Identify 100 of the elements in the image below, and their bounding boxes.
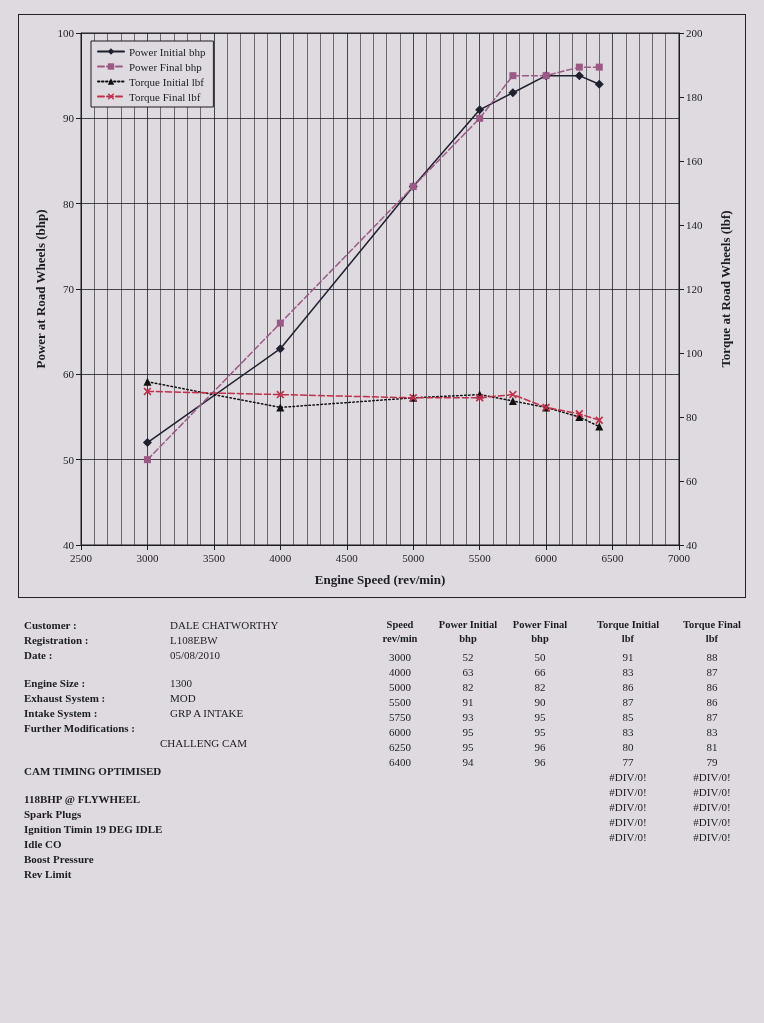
text: 85 [621, 711, 635, 723]
text: 87 [705, 711, 719, 723]
legend-label: Torque Final lbf [129, 90, 201, 103]
text: Intake System : [24, 707, 98, 719]
text: 86 [621, 681, 635, 693]
y2-tick-label: 140 [686, 219, 703, 231]
text: DALE CHATWORTHY [170, 619, 279, 631]
text: 81 [705, 741, 719, 753]
y-tick-label: 70 [63, 283, 75, 295]
text: Date : [24, 649, 53, 661]
x-tick-label: 3500 [202, 551, 226, 564]
y-tick-label: 50 [63, 453, 75, 466]
y2-tick-label: 200 [686, 27, 703, 39]
x-tick-label: 6500 [601, 551, 625, 564]
text: 95 [461, 726, 475, 738]
x-tick-label: 6000 [535, 551, 558, 564]
text: 63 [461, 666, 475, 678]
text: #DIV/0! [608, 801, 648, 813]
text: 82 [461, 681, 475, 693]
text: 93 [461, 711, 475, 723]
legend-label: Power Initial bhp [129, 45, 206, 58]
text: 91 [621, 651, 635, 663]
x-tick-label: 5000 [402, 551, 425, 564]
text: 50 [533, 651, 547, 663]
y-tick-label: 100 [57, 27, 75, 39]
text: 5000 [388, 681, 412, 693]
y-axis-title: Power at Road Wheels (bhp) [32, 209, 48, 369]
text: 95 [533, 711, 547, 723]
text: #DIV/0! [692, 801, 732, 813]
text: 87 [621, 696, 635, 708]
text: 6400 [388, 756, 412, 768]
text: 96 [533, 756, 547, 768]
x-tick-label: 4500 [335, 551, 359, 564]
text: 5500 [388, 696, 412, 708]
text: #DIV/0! [608, 831, 648, 843]
x-tick-label: 2500 [70, 551, 93, 564]
text: Rev Limit [24, 868, 72, 880]
text: Ignition Timin 19 DEG IDLE [24, 823, 163, 835]
text: 6250 [388, 741, 412, 753]
text: 83 [705, 726, 719, 738]
text: 66 [533, 666, 547, 678]
text: 86 [705, 681, 719, 693]
text: Boost Pressure [24, 853, 94, 865]
x-tick-label: 3000 [136, 551, 159, 564]
text: #DIV/0! [608, 816, 648, 828]
text: 83 [621, 666, 635, 678]
text: #DIV/0! [608, 786, 648, 798]
y-tick-label: 60 [63, 368, 75, 381]
y2-tick-label: 100 [686, 347, 703, 359]
y2-tick-label: 80 [686, 411, 698, 423]
text: 1300 [170, 677, 192, 689]
text: #DIV/0! [692, 816, 732, 828]
y2-axis-title: Torque at Road Wheels (lbf) [718, 210, 733, 368]
text: Speed [386, 619, 414, 630]
text: 77 [621, 756, 635, 768]
text: Registration : [24, 634, 89, 646]
y2-tick-label: 180 [686, 91, 703, 103]
y2-tick-label: 60 [686, 475, 698, 487]
text: 05/08/2010 [170, 649, 221, 661]
text: 88 [705, 651, 719, 663]
text: #DIV/0! [692, 786, 732, 798]
text: GRP A INTAKE [170, 707, 244, 719]
text: Further Modifications : [24, 722, 136, 734]
text: 80 [621, 741, 635, 753]
x-tick-label: 7000 [668, 551, 691, 564]
text: #DIV/0! [692, 831, 732, 843]
text: 91 [461, 696, 475, 708]
text: 3000 [388, 651, 412, 663]
text: CHALLENG CAM [160, 737, 248, 749]
text: 90 [533, 696, 547, 708]
y-tick-label: 80 [63, 197, 75, 210]
y-tick-label: 90 [63, 112, 75, 125]
x-tick-label: 5500 [468, 551, 492, 564]
text: 82 [533, 681, 547, 693]
legend-label: Torque Initial lbf [129, 75, 205, 88]
text: L108EBW [170, 634, 218, 646]
text: Customer : [24, 619, 77, 631]
text: 79 [705, 756, 719, 768]
x-axis-title: Engine Speed (rev/min) [314, 572, 446, 587]
y2-tick-label: 160 [686, 155, 703, 167]
text: 96 [533, 741, 547, 753]
text: Torque Final lbf [682, 619, 742, 644]
text: 95 [461, 741, 475, 753]
text: Spark Plugs [24, 808, 82, 820]
text: 83 [621, 726, 635, 738]
text: 118BHP @ FLYWHEEL [24, 793, 141, 805]
text: Power Initial bhp [438, 619, 498, 644]
text: 86 [705, 696, 719, 708]
text: 5750 [388, 711, 412, 723]
text: 4000 [388, 666, 412, 678]
y2-tick-label: 120 [686, 283, 703, 295]
text: Exhaust System : [24, 692, 106, 704]
text: 95 [533, 726, 547, 738]
text: 87 [705, 666, 719, 678]
y-tick-label: 40 [63, 539, 75, 551]
x-tick-label: 4000 [269, 551, 292, 564]
text: 52 [461, 651, 475, 663]
text: Idle CO [24, 838, 62, 850]
text: #DIV/0! [608, 771, 648, 783]
text: CAM TIMING OPTIMISED [24, 765, 162, 777]
